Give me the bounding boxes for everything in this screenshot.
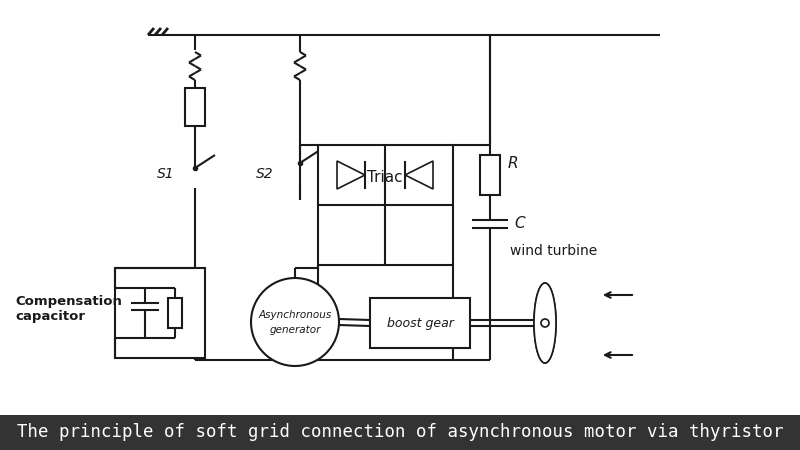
Bar [318,145,453,265]
Bar [0,415,800,450]
Text: boost gear: boost gear [386,316,454,329]
Polygon shape [534,283,556,363]
Text: C: C [514,216,525,231]
Bar [370,298,470,348]
Text: generator: generator [270,325,321,335]
Circle shape [541,319,549,327]
Circle shape [251,278,339,366]
Bar [168,298,182,328]
Polygon shape [405,161,433,189]
Text: S1: S1 [157,167,174,181]
Bar [185,88,205,126]
Text: R: R [508,156,518,171]
Text: S2: S2 [256,167,274,181]
Text: wind turbine: wind turbine [510,244,598,258]
Text: Compensation: Compensation [15,295,122,308]
Text: capacitor: capacitor [15,310,85,323]
Text: Asynchronous: Asynchronous [258,310,332,320]
Bar [115,268,205,358]
Bar [480,155,500,195]
Polygon shape [337,161,365,189]
Text: Triac: Triac [367,170,403,184]
Polygon shape [534,283,556,363]
Text: The principle of soft grid connection of asynchronous motor via thyristor: The principle of soft grid connection of… [17,423,783,441]
